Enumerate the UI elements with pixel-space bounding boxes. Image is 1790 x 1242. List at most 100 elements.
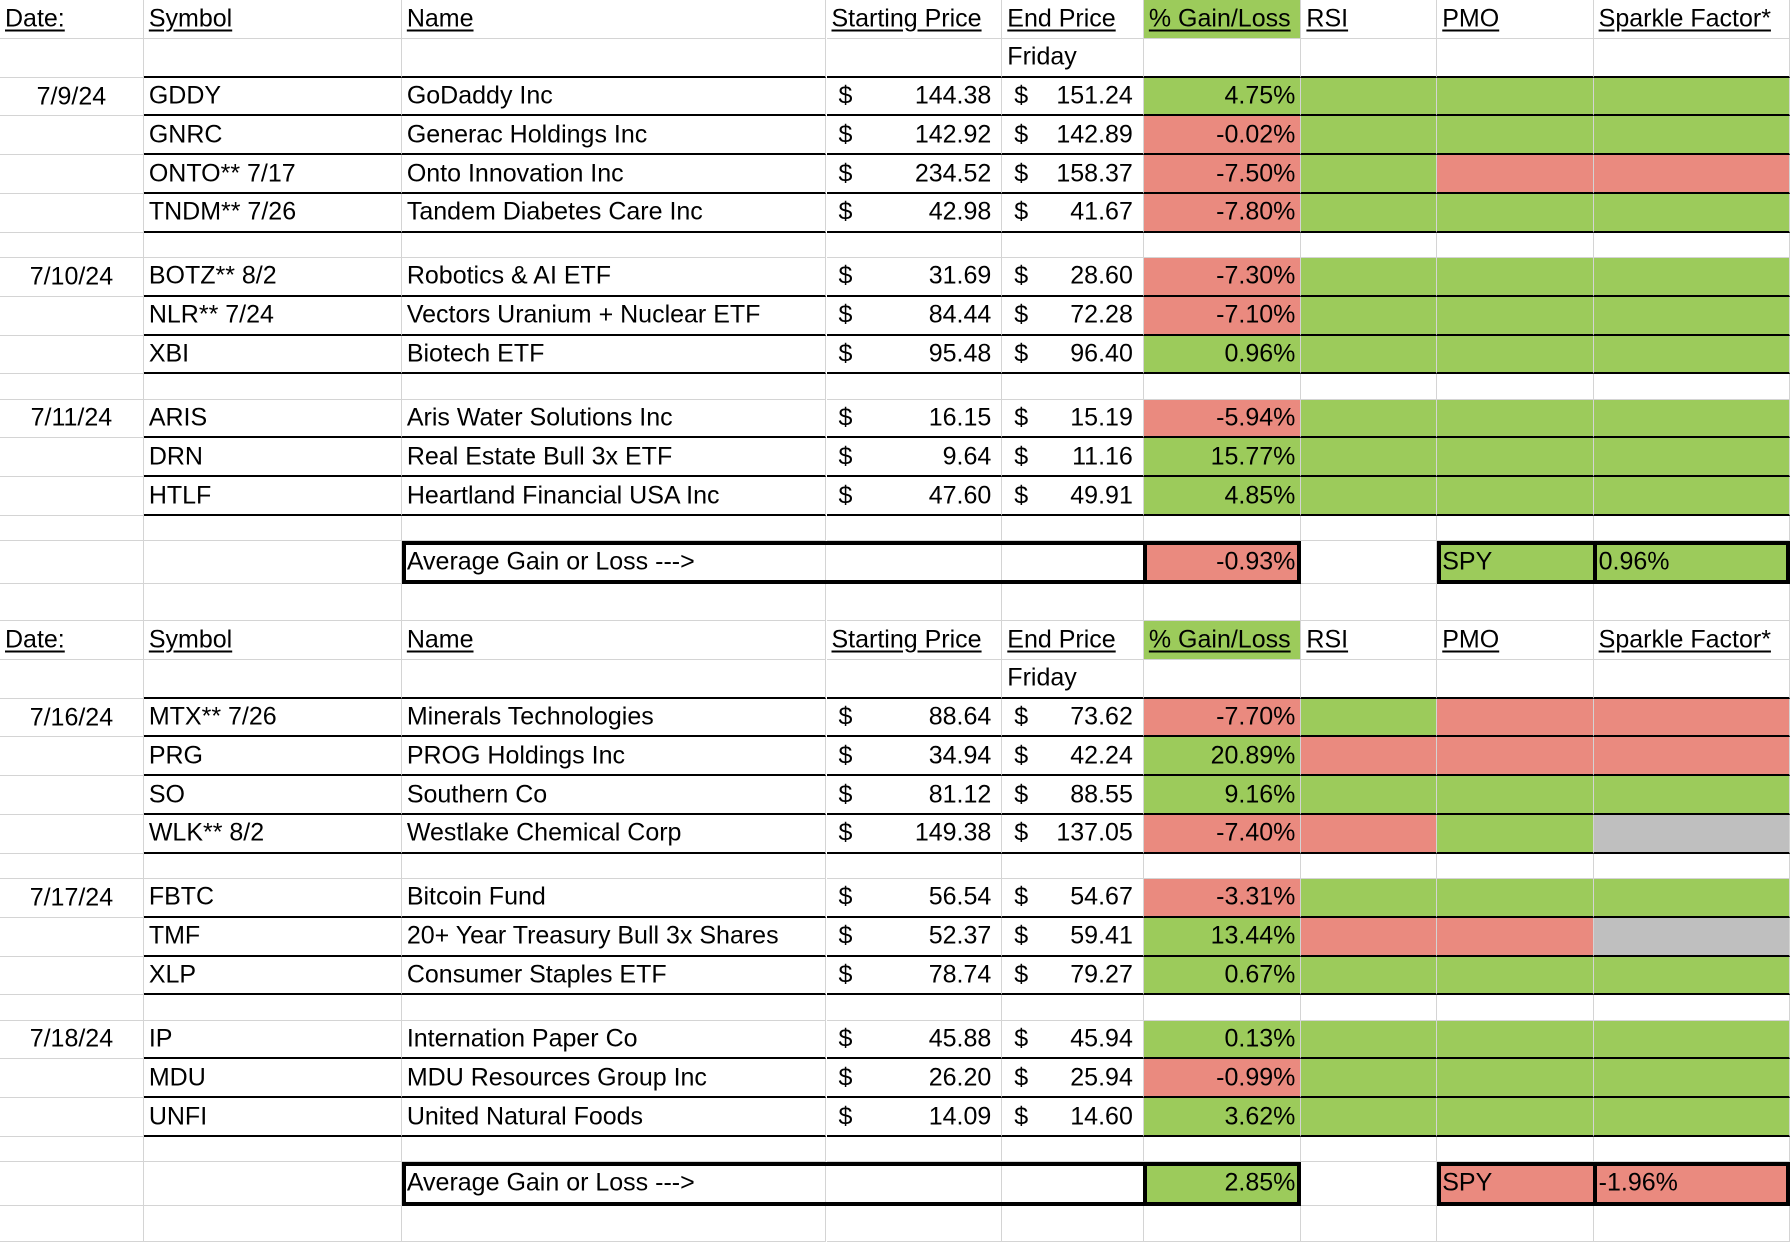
symbol-cell[interactable]: WLK** 8/2 xyxy=(144,815,402,854)
empty-cell[interactable] xyxy=(402,233,827,258)
empty-cell[interactable] xyxy=(1002,995,1144,1020)
pmo-indicator-cell[interactable] xyxy=(1437,438,1593,477)
starting-price-cell[interactable]: $16.15 xyxy=(827,400,1003,439)
average-value[interactable]: -0.93% xyxy=(1144,541,1302,584)
empty-cell[interactable] xyxy=(0,477,144,516)
rsi-indicator-cell[interactable] xyxy=(1301,1021,1437,1060)
starting-price-cell[interactable]: $234.52 xyxy=(827,155,1003,194)
name-cell[interactable]: Minerals Technologies xyxy=(402,699,827,738)
header-pct-gain-loss[interactable]: % Gain/Loss xyxy=(1144,0,1302,39)
empty-cell[interactable] xyxy=(144,995,402,1020)
pct-gain-loss-cell[interactable]: 20.89% xyxy=(1144,737,1302,776)
sparkle-factor-indicator-cell[interactable] xyxy=(1594,918,1790,957)
empty-cell[interactable] xyxy=(0,194,144,233)
empty-cell[interactable] xyxy=(1594,584,1790,621)
end-price-cell[interactable]: $142.89 xyxy=(1002,116,1144,155)
empty-cell[interactable] xyxy=(144,584,402,621)
empty-cell[interactable] xyxy=(1301,584,1437,621)
spy-label[interactable]: SPY xyxy=(1437,541,1593,584)
pct-gain-loss-cell[interactable]: 3.62% xyxy=(1144,1098,1302,1137)
end-price-cell[interactable]: $49.91 xyxy=(1002,477,1144,516)
empty-cell[interactable] xyxy=(1301,233,1437,258)
pmo-indicator-cell[interactable] xyxy=(1437,297,1593,336)
header-sparkle-factor[interactable]: Sparkle Factor* xyxy=(1594,621,1790,660)
empty-cell[interactable] xyxy=(827,1162,1003,1205)
end-price-cell[interactable]: $45.94 xyxy=(1002,1021,1144,1060)
empty-cell[interactable] xyxy=(1437,374,1593,399)
empty-cell[interactable] xyxy=(1301,1206,1437,1242)
end-price-cell[interactable]: $41.67 xyxy=(1002,194,1144,233)
date-cell[interactable]: 7/18/24 xyxy=(0,1021,144,1060)
empty-cell[interactable] xyxy=(0,39,144,78)
empty-cell[interactable] xyxy=(144,1162,402,1205)
pct-gain-loss-cell[interactable]: 15.77% xyxy=(1144,438,1302,477)
sparkle-factor-indicator-cell[interactable] xyxy=(1594,699,1790,738)
name-cell[interactable]: Biotech ETF xyxy=(402,336,827,375)
sparkle-factor-indicator-cell[interactable] xyxy=(1594,78,1790,117)
symbol-cell[interactable]: HTLF xyxy=(144,477,402,516)
pct-gain-loss-cell[interactable]: -7.30% xyxy=(1144,258,1302,297)
pmo-indicator-cell[interactable] xyxy=(1437,258,1593,297)
rsi-indicator-cell[interactable] xyxy=(1301,78,1437,117)
empty-cell[interactable] xyxy=(1002,516,1144,541)
empty-cell[interactable] xyxy=(144,516,402,541)
empty-cell[interactable] xyxy=(0,1162,144,1205)
symbol-cell[interactable]: SO xyxy=(144,776,402,815)
pmo-indicator-cell[interactable] xyxy=(1437,1059,1593,1098)
empty-cell[interactable] xyxy=(1144,233,1302,258)
sparkle-factor-indicator-cell[interactable] xyxy=(1594,194,1790,233)
empty-cell[interactable] xyxy=(0,116,144,155)
starting-price-cell[interactable]: $47.60 xyxy=(827,477,1003,516)
empty-cell[interactable] xyxy=(402,39,827,78)
pmo-indicator-cell[interactable] xyxy=(1437,194,1593,233)
end-price-cell[interactable]: $59.41 xyxy=(1002,918,1144,957)
pct-gain-loss-cell[interactable]: 4.75% xyxy=(1144,78,1302,117)
sparkle-factor-indicator-cell[interactable] xyxy=(1594,258,1790,297)
end-price-cell[interactable]: $73.62 xyxy=(1002,699,1144,738)
header-name[interactable]: Name xyxy=(402,621,827,660)
rsi-indicator-cell[interactable] xyxy=(1301,776,1437,815)
empty-cell[interactable] xyxy=(402,854,827,879)
name-cell[interactable]: Robotics & AI ETF xyxy=(402,258,827,297)
starting-price-cell[interactable]: $144.38 xyxy=(827,78,1003,117)
empty-cell[interactable] xyxy=(0,737,144,776)
rsi-indicator-cell[interactable] xyxy=(1301,737,1437,776)
pct-gain-loss-cell[interactable]: -7.70% xyxy=(1144,699,1302,738)
starting-price-cell[interactable]: $84.44 xyxy=(827,297,1003,336)
symbol-cell[interactable]: MTX** 7/26 xyxy=(144,699,402,738)
pmo-indicator-cell[interactable] xyxy=(1437,1021,1593,1060)
empty-cell[interactable] xyxy=(402,374,827,399)
empty-cell[interactable] xyxy=(144,1137,402,1162)
empty-cell[interactable] xyxy=(1594,995,1790,1020)
pct-gain-loss-cell[interactable]: -7.10% xyxy=(1144,297,1302,336)
header-end-price[interactable]: End Price xyxy=(1002,0,1144,39)
empty-cell[interactable] xyxy=(1301,995,1437,1020)
empty-cell[interactable] xyxy=(0,374,144,399)
rsi-indicator-cell[interactable] xyxy=(1301,699,1437,738)
header-end-price[interactable]: End Price xyxy=(1002,621,1144,660)
symbol-cell[interactable]: UNFI xyxy=(144,1098,402,1137)
rsi-indicator-cell[interactable] xyxy=(1301,879,1437,918)
empty-cell[interactable] xyxy=(0,336,144,375)
empty-cell[interactable] xyxy=(1144,1206,1302,1242)
sparkle-factor-indicator-cell[interactable] xyxy=(1594,438,1790,477)
end-price-cell[interactable]: $11.16 xyxy=(1002,438,1144,477)
name-cell[interactable]: United Natural Foods xyxy=(402,1098,827,1137)
pmo-indicator-cell[interactable] xyxy=(1437,699,1593,738)
subheader-friday[interactable]: Friday xyxy=(1002,660,1144,699)
empty-cell[interactable] xyxy=(1002,541,1144,584)
empty-cell[interactable] xyxy=(1144,854,1302,879)
empty-cell[interactable] xyxy=(0,995,144,1020)
empty-cell[interactable] xyxy=(144,541,402,584)
end-price-cell[interactable]: $54.67 xyxy=(1002,879,1144,918)
empty-cell[interactable] xyxy=(0,918,144,957)
sparkle-factor-indicator-cell[interactable] xyxy=(1594,776,1790,815)
empty-cell[interactable] xyxy=(1301,516,1437,541)
sparkle-factor-indicator-cell[interactable] xyxy=(1594,400,1790,439)
symbol-cell[interactable]: XLP xyxy=(144,957,402,996)
starting-price-cell[interactable]: $78.74 xyxy=(827,957,1003,996)
empty-cell[interactable] xyxy=(1437,233,1593,258)
pmo-indicator-cell[interactable] xyxy=(1437,477,1593,516)
empty-cell[interactable] xyxy=(0,776,144,815)
empty-cell[interactable] xyxy=(0,1206,144,1242)
